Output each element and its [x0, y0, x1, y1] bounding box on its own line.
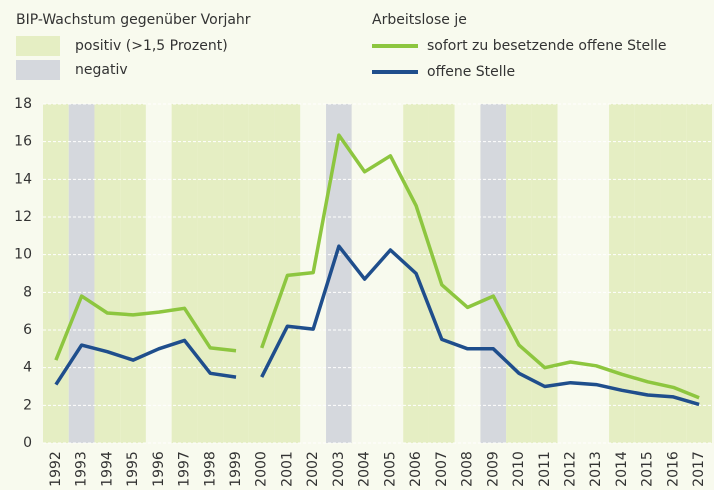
year-band: [223, 104, 249, 443]
year-band: [145, 104, 172, 443]
x-tick-label: 2008: [460, 451, 476, 487]
x-tick-label: 2014: [614, 451, 630, 487]
year-band: [197, 104, 224, 443]
x-tick-label: 2010: [511, 451, 527, 487]
x-tick-label: 2005: [382, 451, 398, 487]
band-legend-label: negativ: [75, 62, 128, 78]
year-band: [557, 104, 584, 443]
x-tick-label: 2002: [305, 451, 321, 487]
year-band: [506, 104, 532, 443]
y-tick-label: 16: [14, 134, 32, 150]
y-tick-label: 6: [23, 322, 32, 338]
y-tick-label: 18: [14, 96, 32, 112]
year-band: [609, 104, 635, 443]
band-legend-label: positiv (>1,5 Prozent): [75, 38, 228, 54]
year-band: [480, 104, 507, 443]
year-band: [583, 104, 610, 443]
x-tick-label: 2001: [279, 451, 295, 487]
x-tick-label: 2016: [665, 451, 681, 487]
year-band: [454, 104, 481, 443]
year-band: [120, 104, 146, 443]
y-tick-label: 2: [23, 397, 32, 413]
legend-label: sofort zu besetzende offene Stelle: [427, 38, 667, 54]
y-tick-label: 12: [14, 209, 32, 225]
x-tick-label: 1995: [125, 451, 141, 487]
year-band: [94, 104, 121, 443]
band-legend-swatch: [16, 36, 60, 56]
series-line: [54, 133, 700, 400]
band-legend-title: BIP-Wachstum gegenüber Vorjahr: [16, 12, 251, 28]
year-band: [531, 104, 558, 443]
x-tick-label: 2011: [537, 451, 553, 487]
y-tick-label: 14: [14, 171, 32, 187]
x-tick-label: 2013: [588, 451, 604, 487]
band-legend-swatch: [16, 60, 60, 80]
x-tick-label: 2003: [331, 451, 347, 487]
y-tick-label: 8: [23, 284, 32, 300]
x-tick-label: 1996: [151, 451, 167, 487]
x-tick-label: 1998: [202, 451, 218, 487]
x-tick-label: 2004: [357, 451, 373, 487]
y-tick-label: 10: [14, 247, 32, 263]
x-tick-label: 1993: [74, 451, 90, 487]
year-band: [428, 104, 455, 443]
year-band: [248, 104, 275, 443]
year-band: [43, 104, 69, 443]
year-band: [634, 104, 661, 443]
x-tick-label: 2017: [691, 451, 707, 487]
x-tick-label: 1994: [99, 451, 115, 487]
x-tick-label: 1992: [48, 451, 64, 487]
x-tick-label: 2009: [485, 451, 501, 487]
x-tick-label: 1999: [228, 451, 244, 487]
y-tick-label: 4: [23, 360, 32, 376]
year-band: [351, 104, 378, 443]
x-tick-label: 2012: [562, 451, 578, 487]
series-line: [54, 244, 700, 407]
x-tick-label: 2000: [254, 451, 270, 487]
x-tick-label: 2007: [434, 451, 450, 487]
y-tick-label: 0: [23, 435, 32, 451]
x-tick-label: 2015: [640, 451, 656, 487]
x-tick-label: 1997: [177, 451, 193, 487]
legend-title: Arbeitslose je: [372, 12, 467, 28]
year-band: [686, 104, 712, 443]
year-band: [68, 104, 95, 443]
legend-label: offene Stelle: [427, 64, 515, 80]
x-tick-label: 2006: [408, 451, 424, 487]
year-band: [171, 104, 198, 443]
